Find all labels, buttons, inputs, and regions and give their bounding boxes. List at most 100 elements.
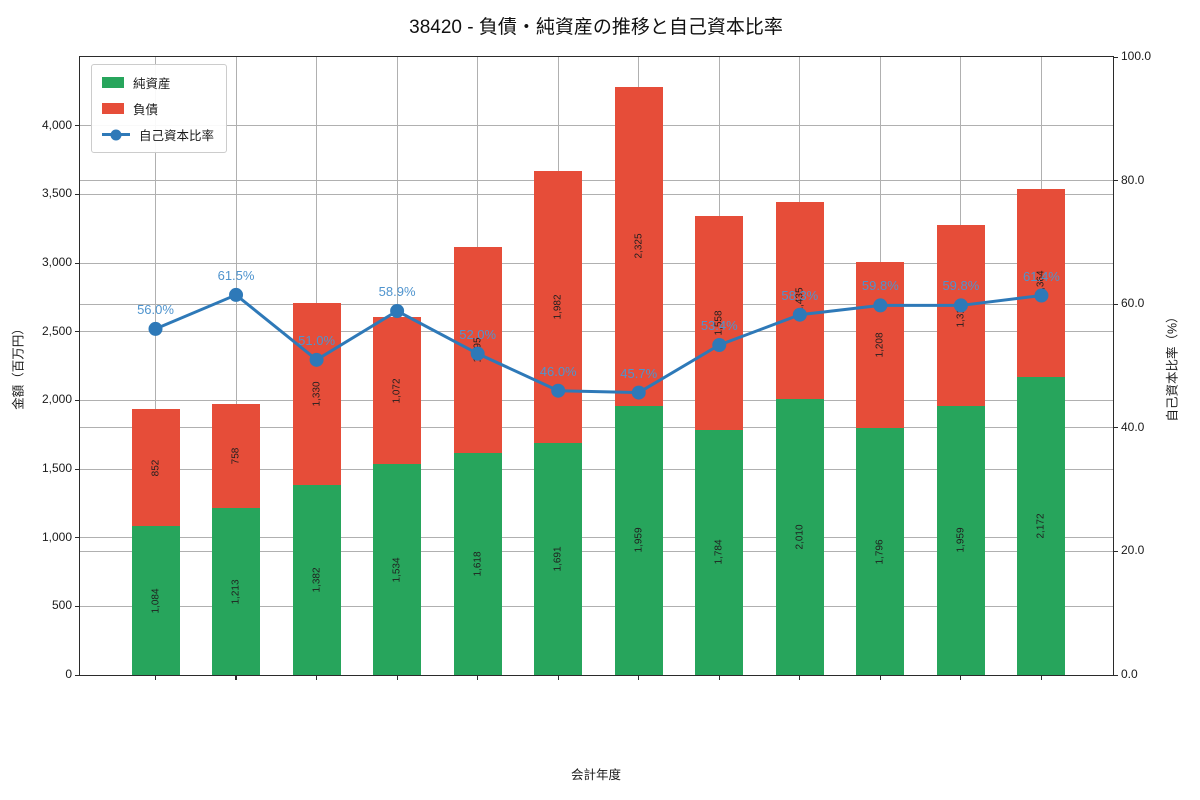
- right-axis-title: 自己資本比率（%）: [1165, 310, 1180, 422]
- net-assets-bar: [453, 452, 502, 675]
- right-tick-label: 100.0: [1121, 49, 1152, 63]
- bottom-tick: [557, 676, 559, 680]
- right-tick: [1114, 550, 1118, 553]
- legend-label-liabilities: 負債: [133, 103, 159, 117]
- liabilities-value-label: 1,208: [874, 332, 886, 358]
- left-tick-label: 3,000: [41, 255, 72, 269]
- liabilities-value-label: 2,325: [633, 233, 645, 259]
- left-tick-label: 4,000: [41, 117, 72, 132]
- left-tick: [75, 399, 79, 402]
- net-assets-bar: [695, 429, 744, 675]
- bottom-tick: [799, 676, 801, 680]
- h-gridline-right: [80, 180, 1113, 182]
- net-assets-bar: [936, 405, 985, 675]
- h-gridline: [80, 125, 1113, 127]
- left-tick: [75, 605, 79, 608]
- left-tick-label: 3,500: [41, 186, 72, 201]
- liabilities-bar: [131, 409, 180, 527]
- equity-ratio-line: [154, 293, 1042, 395]
- net-assets-value-label: 2,172: [1035, 513, 1047, 539]
- bottom-tick: [879, 676, 881, 680]
- right-tick: [1114, 56, 1118, 58]
- left-tick-label: 2,500: [41, 323, 72, 338]
- bottom-tick: [235, 676, 237, 680]
- left-tick: [75, 468, 79, 470]
- chart-title: 38420 - 負債・純資産の推移と自己資本比率: [409, 17, 783, 38]
- bottom-tick: [1040, 676, 1043, 680]
- bottom-tick: [154, 676, 157, 680]
- equity-ratio-value-label: 46.0%: [539, 363, 577, 379]
- equity-ratio-value-label: 59.8%: [942, 278, 980, 294]
- legend-label-equity-ratio: 自己資本比率: [139, 129, 215, 143]
- equity-ratio-value-label: 61.5%: [217, 267, 255, 283]
- bottom-tick: [960, 676, 962, 680]
- h-gridline: [80, 537, 1113, 539]
- legend-item-liabilities: 負債: [102, 99, 214, 118]
- left-tick-label: 2,000: [41, 392, 72, 407]
- right-tick: [1114, 427, 1118, 429]
- equity-ratio-value-label: 53.4%: [700, 317, 738, 333]
- liabilities-value-label: 852: [150, 459, 161, 476]
- left-tick-label: 1,500: [41, 461, 72, 475]
- equity-ratio-value-label: 56.0%: [137, 301, 174, 317]
- net-assets-bar: [131, 526, 180, 675]
- left-tick: [75, 331, 79, 333]
- equity-ratio-line-swatch: [102, 129, 130, 140]
- h-gridline: [80, 605, 1113, 607]
- net-assets-bar: [1017, 376, 1066, 675]
- left-tick-label: 0: [65, 667, 72, 681]
- liabilities-value-label: 758: [230, 448, 242, 465]
- equity-ratio-value-label: 52.0%: [459, 326, 497, 342]
- bottom-tick: [718, 676, 720, 680]
- net-assets-value-label: 1,784: [713, 539, 725, 565]
- net-assets-value-label: 1,534: [391, 557, 403, 583]
- net-assets-bar: [373, 464, 422, 675]
- equity-ratio-value-label: 45.7%: [620, 365, 658, 381]
- legend: 純資産 負債 自己資本比率: [91, 64, 228, 153]
- left-tick: [75, 262, 79, 264]
- net-assets-swatch: [102, 77, 124, 88]
- net-assets-value-label: 1,959: [955, 527, 967, 553]
- right-tick-label: 60.0: [1121, 296, 1145, 311]
- liabilities-value-label: 1,330: [311, 381, 323, 407]
- net-assets-bar: [212, 508, 261, 675]
- h-gridline: [80, 399, 1113, 401]
- h-gridline: [80, 193, 1113, 195]
- bottom-tick: [396, 676, 398, 680]
- right-tick: [1114, 303, 1118, 305]
- right-tick: [1114, 674, 1118, 676]
- net-assets-value-label: 1,618: [472, 551, 484, 577]
- bottom-tick: [315, 676, 318, 680]
- net-assets-bar: [775, 398, 824, 675]
- equity-ratio-value-label: 51.0%: [298, 332, 336, 348]
- left-tick: [75, 125, 79, 127]
- net-assets-bar: [614, 405, 663, 675]
- equity-ratio-value-label: 58.3%: [781, 287, 819, 303]
- h-gridline: [80, 262, 1113, 264]
- net-assets-bar: [292, 485, 341, 675]
- liabilities-value-label: 1,982: [552, 294, 564, 320]
- legend-item-equity-ratio: 自己資本比率: [102, 125, 214, 144]
- net-assets-value-label: 1,084: [150, 588, 161, 614]
- h-gridline-right: [80, 427, 1113, 429]
- net-assets-value-label: 1,691: [552, 546, 564, 572]
- right-tick-label: 80.0: [1121, 172, 1145, 187]
- liabilities-swatch: [102, 103, 124, 114]
- left-tick: [75, 674, 79, 676]
- right-tick-label: 40.0: [1121, 419, 1145, 434]
- net-assets-value-label: 1,382: [311, 567, 323, 593]
- right-tick: [1114, 180, 1118, 182]
- net-assets-value-label: 1,959: [633, 527, 645, 553]
- net-assets-bar: [856, 428, 905, 675]
- left-tick: [75, 193, 79, 196]
- bottom-tick: [638, 676, 640, 680]
- equity-ratio-value-label: 61.4%: [1023, 268, 1060, 284]
- equity-ratio-value-label: 59.8%: [861, 278, 899, 294]
- net-assets-value-label: 1,213: [230, 579, 242, 605]
- bottom-tick: [477, 676, 479, 680]
- left-tick-label: 500: [51, 598, 72, 613]
- h-gridline: [80, 468, 1113, 470]
- h-gridline-right: [80, 550, 1113, 552]
- legend-item-net-assets: 純資産: [102, 73, 214, 92]
